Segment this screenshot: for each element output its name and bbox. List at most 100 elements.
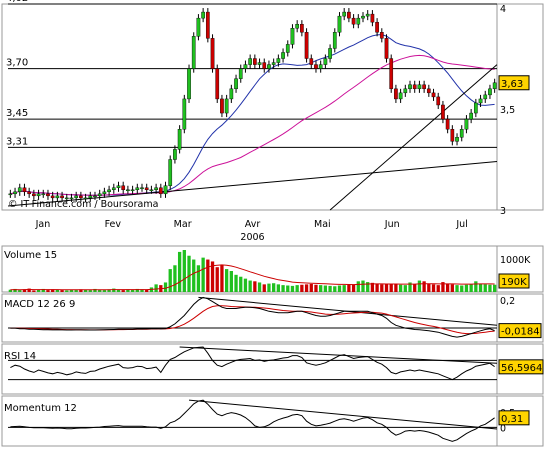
candle [126, 189, 130, 192]
volume-bar [380, 284, 384, 292]
volume-bar [32, 290, 36, 292]
candle [187, 68, 191, 100]
momentum-tick: 0 [500, 423, 506, 434]
month-label: Jun [384, 219, 400, 230]
candle [304, 32, 309, 59]
volume-bar [276, 284, 281, 292]
month-label: Mar [174, 219, 192, 230]
price-tick-label: 3 [500, 206, 506, 217]
candle [389, 58, 394, 90]
volume-bar [224, 269, 229, 292]
candle [41, 193, 46, 196]
level-label: 4,02 [6, 0, 28, 4]
candle [149, 189, 154, 192]
volume-last: 190K [501, 277, 527, 288]
candle [215, 68, 220, 100]
volume-bar [300, 284, 304, 292]
candle [412, 84, 417, 90]
price-panel-frame [1, 3, 544, 211]
macd-last: -0,0184 [501, 327, 540, 338]
trend-line [188, 399, 498, 430]
volume-bar [182, 250, 186, 292]
volume-bar [234, 274, 238, 292]
candle [144, 187, 149, 191]
volume-bar [469, 284, 473, 292]
candle [473, 102, 478, 114]
candle [328, 48, 332, 59]
volume-bar [112, 288, 116, 292]
momentum-badge [498, 410, 530, 426]
candle [140, 187, 144, 189]
volume-bar [98, 289, 102, 292]
candle [342, 11, 347, 17]
volume-bar [116, 289, 121, 292]
volume-bar [483, 284, 487, 292]
volume-bar [493, 284, 497, 292]
candle [36, 193, 41, 197]
candle [253, 58, 257, 65]
volume-bar [431, 284, 436, 292]
volume-bar [356, 281, 360, 292]
candle [173, 149, 177, 160]
trend-line [179, 346, 498, 364]
volume-bar [427, 283, 431, 292]
candle [323, 58, 328, 65]
candle [459, 129, 464, 138]
candle [83, 197, 88, 200]
candle [295, 23, 300, 29]
momentum-title: Momentum 12 [4, 403, 77, 414]
volume-badge [498, 273, 530, 289]
volume-bar [417, 280, 422, 292]
volume-bar [121, 290, 125, 292]
volume-bar [107, 289, 111, 292]
momentum-panel-frame [1, 395, 544, 447]
candle [97, 193, 102, 197]
volume-bar [215, 267, 219, 292]
volume-bar [422, 281, 426, 292]
volume-bar [286, 285, 290, 292]
volume-bar [83, 289, 88, 292]
volume-bar [229, 271, 233, 292]
volume-bar [135, 288, 139, 292]
volume-bar [60, 290, 64, 292]
volume-bar [210, 261, 215, 292]
rsi-title: RSI 14 [4, 351, 36, 362]
volume-bar [177, 251, 182, 292]
candle [455, 137, 459, 142]
candle [370, 13, 375, 23]
volume-average [10, 264, 495, 291]
volume-bar [41, 288, 45, 292]
month-label: Avr [245, 219, 261, 230]
volume-bar [201, 257, 205, 292]
volume-bar [55, 289, 60, 292]
month-label: Mai [314, 219, 331, 230]
volume-bar [304, 284, 309, 292]
candle [417, 84, 422, 90]
level-label: 3,70 [6, 58, 28, 69]
volume-bar [375, 283, 379, 292]
month-label: Jan [35, 219, 51, 230]
volume-bar [46, 290, 50, 292]
candle [55, 195, 60, 199]
candle [375, 21, 379, 33]
volume-bar [140, 289, 144, 292]
candle [32, 193, 36, 197]
macd-title: MACD 12 26 9 [4, 299, 75, 310]
price-tick-label: 3,5 [500, 105, 515, 116]
candle [234, 78, 238, 90]
volume-bar [464, 284, 469, 292]
volume-bar [93, 288, 97, 292]
last-price-badge [498, 75, 530, 91]
volume-bar [154, 284, 158, 292]
candle [17, 187, 22, 193]
volume-bar [126, 289, 130, 292]
rsi-badge [498, 359, 544, 375]
candle [464, 118, 469, 130]
volume-bar [220, 265, 224, 292]
month-label: Jul [455, 219, 467, 230]
volume-bar [408, 282, 412, 292]
volume-bar [436, 285, 440, 292]
candle [478, 98, 483, 104]
candle [69, 197, 74, 200]
year-label: 2006 [240, 232, 264, 243]
